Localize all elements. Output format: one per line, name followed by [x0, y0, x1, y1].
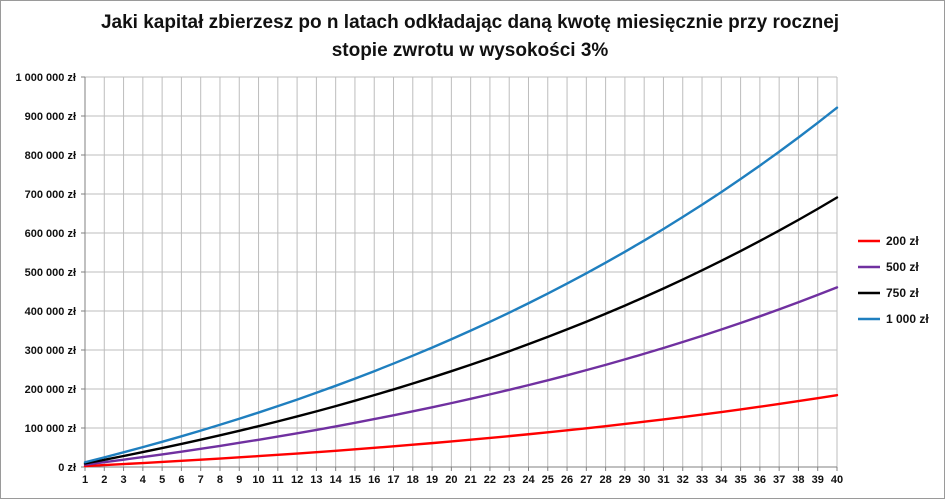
- x-tick-label: 26: [561, 474, 573, 486]
- x-tick-label: 3: [121, 474, 127, 486]
- x-tick-label: 4: [140, 474, 147, 486]
- x-tick-label: 8: [217, 474, 223, 486]
- x-tick-label: 9: [236, 474, 242, 486]
- y-tick-label: 500 000 zł: [25, 267, 76, 279]
- x-tick-label: 13: [310, 474, 322, 486]
- x-tick-label: 34: [715, 474, 728, 486]
- x-tick-label: 10: [252, 474, 264, 486]
- x-tick-label: 25: [542, 474, 554, 486]
- x-tick-label: 5: [159, 474, 165, 486]
- x-tick-label: 36: [754, 474, 766, 486]
- y-tick-label: 300 000 zł: [25, 345, 76, 357]
- x-tick-label: 31: [657, 474, 669, 486]
- series-line-3: [83, 106, 839, 464]
- legend: 200 zł 500 zł 750 zł 1 000 zł: [858, 234, 929, 326]
- x-tick-label: 38: [792, 474, 804, 486]
- x-tick-label: 14: [330, 474, 343, 486]
- x-tick-label: 7: [198, 474, 204, 486]
- chart-title-line-2: stopie zwrotu w wysokości 3%: [332, 40, 609, 61]
- chart-title-line-1: Jaki kapitał zbierzesz po n latach odkła…: [101, 12, 839, 33]
- legend-label-2: 750 zł: [886, 286, 919, 300]
- legend-label-0: 200 zł: [886, 234, 919, 248]
- x-tick-label: 12: [291, 474, 303, 486]
- y-tick-label: 700 000 zł: [25, 189, 76, 201]
- series-line-2: [83, 196, 839, 465]
- x-tick-label: 24: [522, 474, 535, 486]
- x-tick-label: 22: [484, 474, 496, 486]
- x-tick-label: 19: [426, 474, 438, 486]
- x-tick-label: 18: [407, 474, 419, 486]
- x-tick-label: 29: [619, 474, 631, 486]
- y-tick-label: 800 000 zł: [25, 150, 76, 162]
- x-tick-label: 17: [387, 474, 399, 486]
- x-tick-label: 30: [638, 474, 650, 486]
- plot-area: 0 zł 100 000 zł 200 000 zł 300 000 zł 400 00…: [15, 72, 843, 486]
- x-tick-label: 6: [178, 474, 184, 486]
- x-tick-label: 20: [445, 474, 457, 486]
- x-tick-label: 33: [696, 474, 708, 486]
- legend-label-3: 1 000 zł: [886, 312, 929, 326]
- series-line-0: [83, 393, 839, 468]
- x-tick-label: 21: [465, 474, 477, 486]
- x-tick-label: 32: [677, 474, 689, 486]
- x-tick-label: 28: [599, 474, 611, 486]
- x-tick-label: 1: [82, 474, 88, 486]
- y-tick-label: 0 zł: [58, 462, 76, 474]
- x-tick-label: 39: [812, 474, 824, 486]
- series-line-1: [83, 286, 839, 466]
- y-tick-label: 400 000 zł: [25, 306, 76, 318]
- y-tick-label: 100 000 zł: [25, 423, 76, 435]
- y-tick-label: 600 000 zł: [25, 228, 76, 240]
- x-tick-label: 11: [272, 474, 284, 486]
- x-tick-label: 40: [831, 474, 843, 486]
- y-tick-label: 200 000 zł: [25, 384, 76, 396]
- x-tick-label: 15: [349, 474, 361, 486]
- x-tick-label: 23: [503, 474, 515, 486]
- x-tick-label: 35: [734, 474, 746, 486]
- x-tick-label: 37: [773, 474, 785, 486]
- x-tick-label: 27: [580, 474, 592, 486]
- x-tick-label: 16: [368, 474, 380, 486]
- legend-label-1: 500 zł: [886, 260, 919, 274]
- y-tick-label: 1 000 000 zł: [15, 72, 76, 84]
- x-tick-label: 2: [101, 474, 107, 486]
- y-tick-label: 900 000 zł: [25, 111, 76, 123]
